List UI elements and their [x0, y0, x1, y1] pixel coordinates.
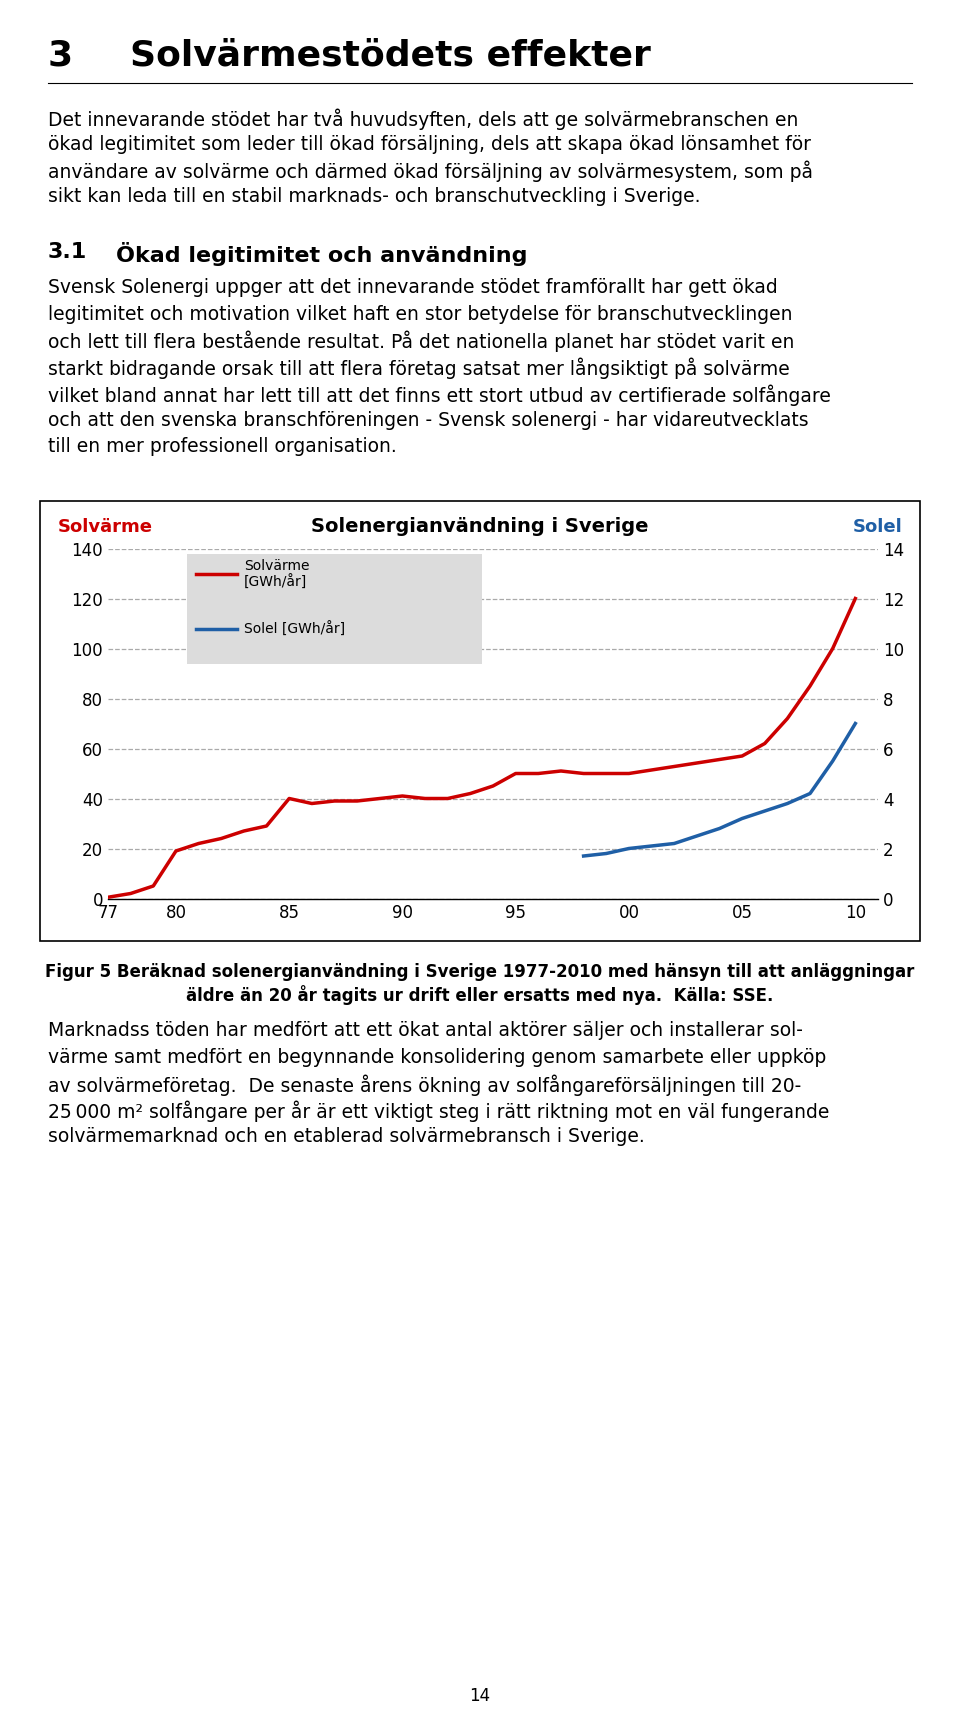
Text: värme samt medfört en begynnande konsolidering genom samarbete eller uppköp: värme samt medfört en begynnande konsoli…: [48, 1047, 827, 1066]
Text: Solel: Solel: [852, 518, 902, 535]
Text: av solvärmeföretag.  De senaste årens ökning av solfångareförsäljningen till 20-: av solvärmeföretag. De senaste årens ökn…: [48, 1075, 802, 1095]
Text: 3: 3: [48, 38, 73, 72]
Text: Solenergianvändning i Sverige: Solenergianvändning i Sverige: [311, 518, 649, 536]
Text: och att den svenska branschföreningen - Svensk solenergi - har vidareutvecklats: och att den svenska branschföreningen - …: [48, 410, 808, 428]
Text: Solel [GWh/år]: Solel [GWh/år]: [244, 622, 345, 636]
Text: Solvärme
[GWh/år]: Solvärme [GWh/år]: [244, 559, 309, 590]
Text: solvärmemarknad och en etablerad solvärmebransch i Sverige.: solvärmemarknad och en etablerad solvärm…: [48, 1126, 645, 1147]
Bar: [40, 500, 920, 941]
Text: Figur 5 Beräknad solenergianvändning i Sverige 1977-2010 med hänsyn till att anl: Figur 5 Beräknad solenergianvändning i S…: [45, 963, 915, 980]
Text: äldre än 20 år tagits ur drift eller ersatts med nya.  Källa: SSE.: äldre än 20 år tagits ur drift eller ers…: [186, 986, 774, 1004]
Text: till en mer professionell organisation.: till en mer professionell organisation.: [48, 437, 396, 456]
Text: och lett till flera bestående resultat. På det nationella planet har stödet vari: och lett till flera bestående resultat. …: [48, 331, 794, 353]
Text: sikt kan leda till en stabil marknads- och branschutveckling i Sverige.: sikt kan leda till en stabil marknads- o…: [48, 187, 701, 206]
Text: Det innevarande stödet har två huvudsyften, dels att ge solvärmebranschen en: Det innevarande stödet har två huvudsyft…: [48, 108, 799, 130]
Text: Marknadss töden har medfört att ett ökat antal aktörer säljer och installerar so: Marknadss töden har medfört att ett ökat…: [48, 1022, 803, 1040]
Text: starkt bidragande orsak till att flera företag satsat mer långsiktigt på solvärm: starkt bidragande orsak till att flera f…: [48, 357, 790, 379]
Text: vilket bland annat har lett till att det finns ett stort utbud av certifierade s: vilket bland annat har lett till att det…: [48, 384, 830, 405]
Text: användare av solvärme och därmed ökad försäljning av solvärmesystem, som på: användare av solvärme och därmed ökad fö…: [48, 161, 813, 182]
Text: Solvärmestödets effekter: Solvärmestödets effekter: [130, 38, 651, 72]
Text: 25 000 m² solfångare per år är ett viktigt steg i rätt riktning mot en väl funge: 25 000 m² solfångare per år är ett vikti…: [48, 1100, 829, 1123]
Text: 3.1: 3.1: [48, 242, 87, 262]
Text: 14: 14: [469, 1687, 491, 1704]
Text: Solvärme: Solvärme: [58, 518, 153, 535]
Bar: [187, 554, 482, 663]
Text: ökad legitimitet som leder till ökad försäljning, dels att skapa ökad lönsamhet : ökad legitimitet som leder till ökad för…: [48, 134, 811, 154]
Text: legitimitet och motivation vilket haft en stor betydelse för branschutvecklingen: legitimitet och motivation vilket haft e…: [48, 305, 793, 324]
Text: Svensk Solenergi uppger att det innevarande stödet framförallt har gett ökad: Svensk Solenergi uppger att det innevara…: [48, 278, 778, 297]
Text: Ökad legitimitet och användning: Ökad legitimitet och användning: [116, 242, 527, 266]
